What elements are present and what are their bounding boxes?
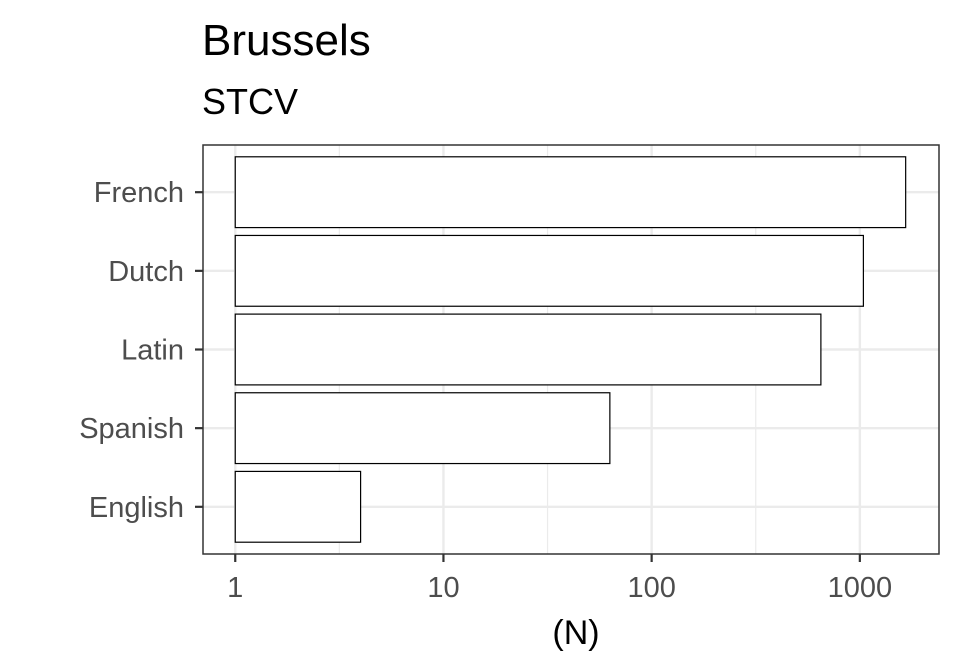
bars (234, 156, 907, 543)
y-tick-label: Dutch (108, 256, 184, 288)
y-tick-label: French (94, 177, 184, 209)
y-axis: French Dutch Latin Spanish English (79, 177, 203, 524)
bar-dutch (234, 234, 864, 307)
x-tick-label: 10 (427, 572, 459, 604)
chart-title: Brussels (202, 16, 371, 65)
bar-spanish (234, 392, 611, 465)
y-tick-label: Latin (121, 335, 184, 367)
bar-latin (234, 313, 822, 386)
bar-english (234, 470, 362, 543)
y-tick-label: Spanish (79, 413, 184, 445)
x-tick-label: 100 (627, 572, 675, 604)
x-axis: 1 10 100 1000 (227, 554, 892, 604)
x-tick-label: 1000 (828, 572, 893, 604)
chart-subtitle: STCV (202, 81, 298, 122)
bar-french (234, 156, 907, 229)
x-axis-label: (N) (552, 614, 599, 652)
x-tick-label: 1 (227, 572, 243, 604)
y-tick-label: English (89, 492, 184, 524)
